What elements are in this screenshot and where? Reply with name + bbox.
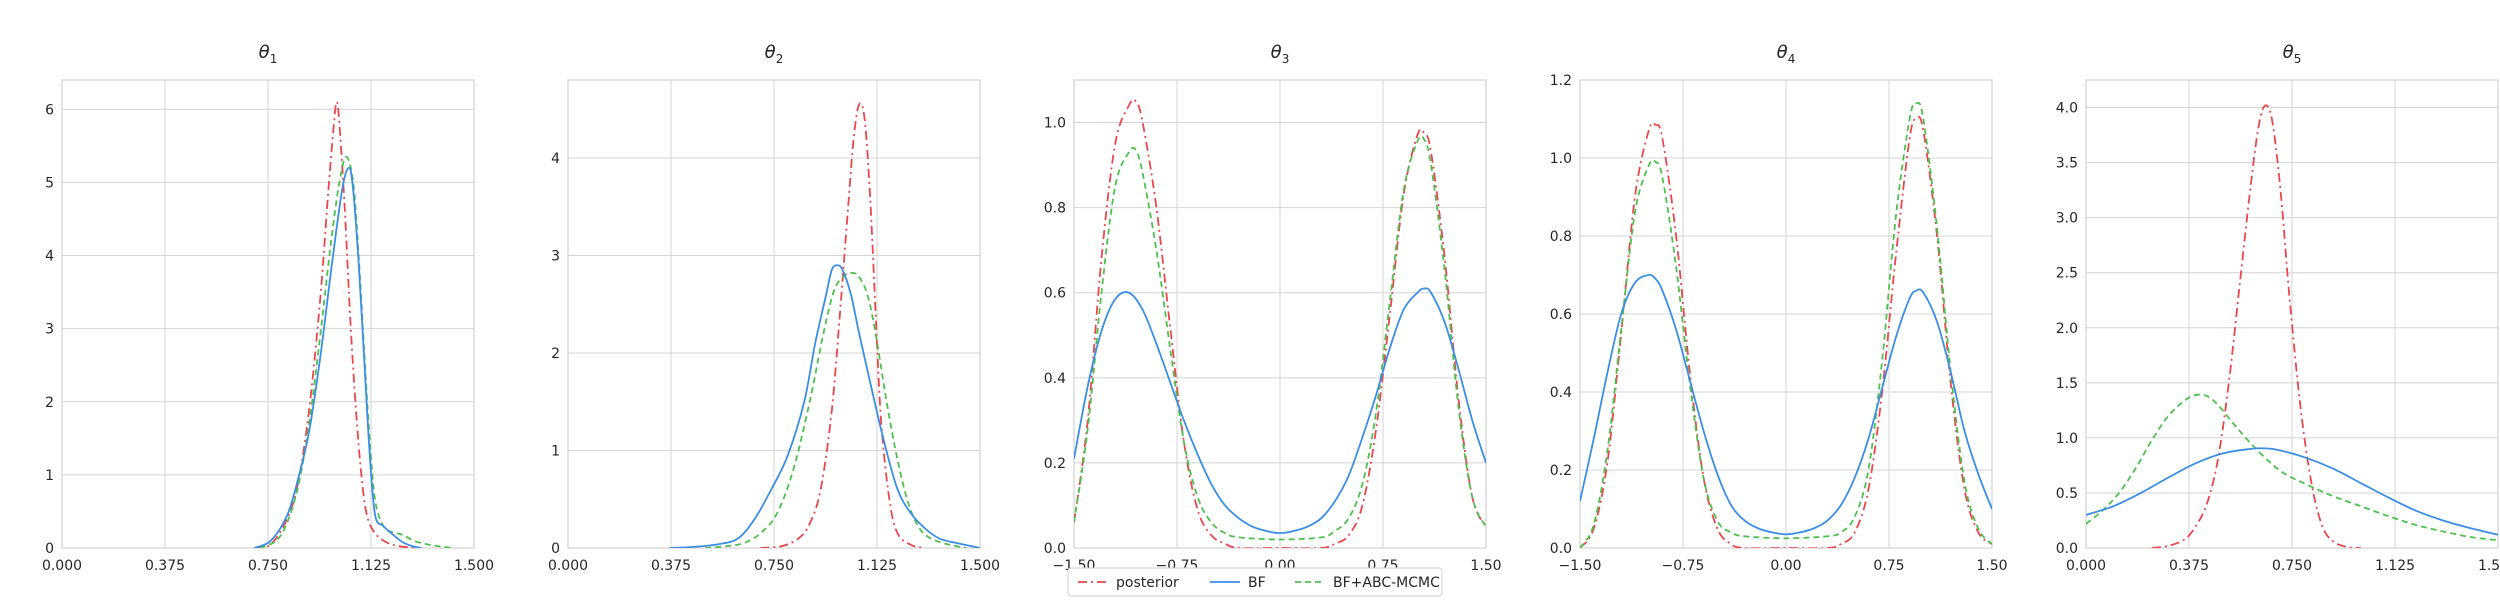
x-tick-label: 0.00: [1770, 558, 1801, 574]
x-tick-label: 1.50: [1976, 558, 2007, 574]
legend: posterior BF BF+ABC-MCMC: [1067, 567, 1443, 597]
series-line-bf-abc-mcmc: [705, 271, 967, 548]
y-tick-label: 0.4: [1044, 371, 1066, 387]
y-tick-label: 4: [551, 151, 560, 167]
y-tick-label: 0.5: [2056, 486, 2078, 502]
series-line-posterior: [2151, 104, 2361, 548]
y-tick-label: 1.0: [2056, 431, 2078, 447]
panel-title: θ1: [259, 42, 278, 66]
panel-5: 0.000 0.375 0.750 1.125 1.500 0.0 0.5 1.0 1.5 2.0…: [2056, 42, 2500, 574]
y-tick-label: 3.0: [2056, 211, 2078, 227]
y-tick-label: 5: [45, 175, 54, 191]
panel-title: θ5: [2283, 42, 2302, 66]
y-tick-label: 0.0: [1550, 541, 1572, 557]
y-tick-label: 2: [551, 346, 560, 362]
panel-title: θ2: [765, 42, 784, 66]
y-tick-label: 4: [45, 249, 54, 265]
y-tick-label: 0.6: [1550, 307, 1572, 323]
x-tick-label: 1.125: [857, 558, 897, 574]
panel-title: θ4: [1777, 42, 1796, 66]
x-tick-label: 0.750: [2272, 558, 2312, 574]
series-line-bf-abc-mcmc: [1074, 135, 1486, 541]
panel-4: −1.50 −0.75 0.00 0.75 1.50 0.0 0.2 0.4 0.6 0.8 1.0…: [1550, 42, 2008, 574]
x-tick-label: 1.50: [1470, 558, 1501, 574]
x-tick-label: 1.125: [351, 558, 391, 574]
y-tick-label: 0.0: [1044, 541, 1066, 557]
y-tick-label: 0.8: [1044, 201, 1066, 217]
series-line-posterior: [1074, 98, 1486, 548]
x-tick-label: 0.000: [2066, 558, 2106, 574]
y-tick-label: 3: [551, 249, 560, 265]
y-tick-label: 0.2: [1044, 456, 1066, 472]
y-tick-label: 2: [45, 395, 54, 411]
legend-label-posterior: posterior: [1116, 575, 1179, 591]
y-tick-label: 0.4: [1550, 385, 1572, 401]
panel-1: 0.000 0.375 0.750 1.125 1.500 0 1 2 3 4 5 6 θ1: [42, 42, 494, 574]
plot-frame: [61, 79, 475, 549]
series-line-posterior: [254, 101, 420, 548]
series-line-bf-abc-mcmc: [1580, 101, 1992, 548]
legend-item-bf: BF: [1210, 575, 1266, 591]
y-tick-label: 2.5: [2056, 266, 2078, 282]
x-tick-label: 0.375: [145, 558, 185, 574]
series-line-bf-abc-mcmc: [2086, 393, 2498, 542]
y-tick-label: 1: [551, 444, 560, 460]
y-tick-label: 3.5: [2056, 156, 2078, 172]
series-line-bf: [669, 264, 980, 548]
y-tick-label: 0: [45, 541, 54, 557]
plot-frame: [1073, 79, 1487, 549]
x-tick-label: 0.75: [1873, 558, 1904, 574]
x-tick-label: 0.000: [548, 558, 588, 574]
x-tick-label: 1.125: [2375, 558, 2415, 574]
x-tick-label: 0.750: [248, 558, 288, 574]
y-tick-label: 1.2: [1550, 73, 1572, 89]
y-tick-label: 1: [45, 468, 54, 484]
plot-frame: [2085, 79, 2499, 549]
series-line-bf: [2086, 447, 2498, 536]
y-tick-label: 0.2: [1550, 463, 1572, 479]
legend-label-bf: BF: [1248, 575, 1266, 591]
series-line-bf: [253, 166, 422, 548]
y-tick-label: 0.6: [1044, 286, 1066, 302]
y-tick-label: 4.0: [2056, 101, 2078, 117]
y-tick-label: 1.5: [2056, 376, 2078, 392]
y-tick-label: 2.0: [2056, 321, 2078, 337]
x-tick-label: 1.500: [2478, 558, 2500, 574]
y-tick-label: 0: [551, 541, 560, 557]
x-tick-label: 0.375: [651, 558, 691, 574]
legend-label-bf-abc-mcmc: BF+ABC-MCMC: [1333, 575, 1440, 591]
y-tick-label: 6: [45, 102, 54, 118]
plot-frame: [1579, 79, 1993, 549]
y-tick-label: 0.8: [1550, 229, 1572, 245]
x-tick-label: 1.500: [454, 558, 494, 574]
x-tick-label: −0.75: [1662, 558, 1705, 574]
y-tick-label: 1.0: [1044, 116, 1066, 132]
panel-title: θ3: [1271, 42, 1290, 66]
x-tick-label: 0.375: [2169, 558, 2209, 574]
series-line-bf: [1580, 273, 1992, 536]
y-tick-label: 3: [45, 322, 54, 338]
x-tick-label: 0.750: [754, 558, 794, 574]
series-line-posterior: [760, 102, 926, 548]
panel-2: 0.000 0.375 0.750 1.125 1.500 0 1 2 3 4 θ2: [548, 42, 1000, 574]
legend-item-bf-abc-mcmc: BF+ABC-MCMC: [1295, 575, 1440, 591]
legend-item-posterior: posterior: [1078, 575, 1179, 591]
x-tick-label: −1.50: [1559, 558, 1602, 574]
y-tick-label: 1.0: [1550, 151, 1572, 167]
series-line-bf: [1074, 287, 1486, 535]
legend-frame: [1067, 567, 1443, 597]
x-tick-label: 0.000: [42, 558, 82, 574]
panel-3: −1.50 −0.75 0.00 0.75 1.500.00.20.40.60.81.0…: [1044, 42, 1502, 574]
y-tick-label: 0.0: [2056, 541, 2078, 557]
x-tick-label: 1.500: [960, 558, 1000, 574]
